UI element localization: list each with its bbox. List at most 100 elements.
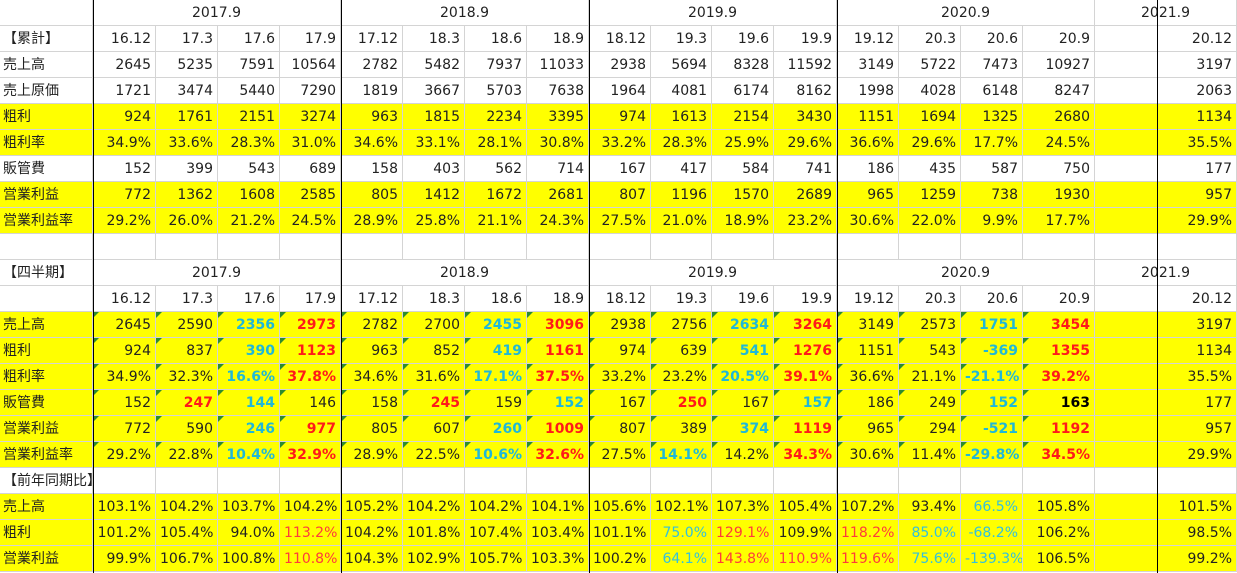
period-header[interactable]: 17.3 bbox=[156, 26, 218, 52]
table-cell[interactable]: 107.3% bbox=[712, 494, 774, 520]
table-cell[interactable]: 247 bbox=[156, 390, 218, 416]
period-header[interactable]: 20.9 bbox=[1023, 286, 1095, 312]
period-header[interactable]: 20.6 bbox=[961, 286, 1023, 312]
table-cell[interactable]: 101.5% bbox=[1095, 494, 1237, 520]
table-cell[interactable]: 105.4% bbox=[774, 494, 837, 520]
table-cell[interactable]: 104.2% bbox=[156, 494, 218, 520]
year-header[interactable]: 2019.9 bbox=[589, 260, 837, 286]
blank-cell[interactable] bbox=[837, 468, 899, 494]
table-cell[interactable]: 103.3% bbox=[527, 546, 589, 572]
table-cell[interactable]: 2590 bbox=[156, 312, 218, 338]
table-cell[interactable]: 714 bbox=[527, 156, 589, 182]
table-cell[interactable]: -21.1% bbox=[961, 364, 1023, 390]
table-cell[interactable]: 10.4% bbox=[218, 442, 280, 468]
table-cell[interactable]: 16.6% bbox=[218, 364, 280, 390]
blank-cell[interactable] bbox=[774, 234, 837, 260]
row-label[interactable]: 営業利益 bbox=[0, 416, 93, 442]
table-cell[interactable]: 403 bbox=[403, 156, 465, 182]
table-cell[interactable]: 639 bbox=[651, 338, 712, 364]
table-cell[interactable]: 105.2% bbox=[341, 494, 403, 520]
table-cell[interactable]: 146 bbox=[280, 390, 341, 416]
table-cell[interactable]: 29.9% bbox=[1095, 208, 1237, 234]
table-cell[interactable]: -369 bbox=[961, 338, 1023, 364]
table-cell[interactable]: 1161 bbox=[527, 338, 589, 364]
blank-cell[interactable] bbox=[93, 468, 156, 494]
period-header[interactable]: 19.12 bbox=[837, 26, 899, 52]
table-cell[interactable]: 2782 bbox=[341, 312, 403, 338]
table-cell[interactable]: 106.5% bbox=[1023, 546, 1095, 572]
table-cell[interactable]: 772 bbox=[93, 182, 156, 208]
table-cell[interactable]: 143.8% bbox=[712, 546, 774, 572]
table-cell[interactable]: 1123 bbox=[280, 338, 341, 364]
table-cell[interactable]: 965 bbox=[837, 416, 899, 442]
table-cell[interactable]: 167 bbox=[589, 390, 651, 416]
year-header[interactable]: 2020.9 bbox=[837, 0, 1095, 26]
table-cell[interactable]: 33.6% bbox=[156, 130, 218, 156]
table-cell[interactable]: 2681 bbox=[527, 182, 589, 208]
table-cell[interactable]: 109.9% bbox=[774, 520, 837, 546]
row-label[interactable]: 売上高 bbox=[0, 52, 93, 78]
table-cell[interactable]: 23.2% bbox=[651, 364, 712, 390]
table-cell[interactable]: 37.8% bbox=[280, 364, 341, 390]
table-cell[interactable]: 2973 bbox=[280, 312, 341, 338]
table-cell[interactable]: 389 bbox=[651, 416, 712, 442]
table-cell[interactable]: 5722 bbox=[899, 52, 961, 78]
blank-cell[interactable] bbox=[837, 234, 899, 260]
table-cell[interactable]: 4028 bbox=[899, 78, 961, 104]
row-label[interactable]: 粗利 bbox=[0, 104, 93, 130]
table-cell[interactable]: 28.3% bbox=[651, 130, 712, 156]
table-cell[interactable]: 2645 bbox=[93, 52, 156, 78]
table-cell[interactable]: 177 bbox=[1095, 156, 1237, 182]
table-cell[interactable]: 1325 bbox=[961, 104, 1023, 130]
table-cell[interactable]: 25.9% bbox=[712, 130, 774, 156]
table-cell[interactable]: 99.9% bbox=[93, 546, 156, 572]
table-cell[interactable]: 106.7% bbox=[156, 546, 218, 572]
year-header[interactable]: 2018.9 bbox=[341, 0, 589, 26]
table-cell[interactable]: 33.1% bbox=[403, 130, 465, 156]
table-cell[interactable]: 105.6% bbox=[589, 494, 651, 520]
blank-cell[interactable] bbox=[218, 468, 280, 494]
row-label[interactable]: 粗利率 bbox=[0, 130, 93, 156]
table-cell[interactable]: 974 bbox=[589, 338, 651, 364]
table-cell[interactable]: 110.9% bbox=[774, 546, 837, 572]
year-header[interactable]: 2020.9 bbox=[837, 260, 1095, 286]
row-label[interactable]: 営業利益 bbox=[0, 546, 93, 572]
table-cell[interactable]: 957 bbox=[1095, 416, 1237, 442]
table-cell[interactable]: 163 bbox=[1023, 390, 1095, 416]
table-cell[interactable]: 3264 bbox=[774, 312, 837, 338]
period-header[interactable]: 20.3 bbox=[899, 286, 961, 312]
blank-cell[interactable] bbox=[218, 234, 280, 260]
table-cell[interactable]: 957 bbox=[1095, 182, 1237, 208]
table-cell[interactable]: 6148 bbox=[961, 78, 1023, 104]
table-cell[interactable]: 584 bbox=[712, 156, 774, 182]
period-header[interactable]: 17.9 bbox=[280, 286, 341, 312]
table-cell[interactable]: 102.9% bbox=[403, 546, 465, 572]
table-cell[interactable]: 3474 bbox=[156, 78, 218, 104]
table-cell[interactable]: 2634 bbox=[712, 312, 774, 338]
table-cell[interactable]: 1608 bbox=[218, 182, 280, 208]
table-cell[interactable]: 18.9% bbox=[712, 208, 774, 234]
table-cell[interactable]: 30.6% bbox=[837, 442, 899, 468]
table-cell[interactable]: 1412 bbox=[403, 182, 465, 208]
blank-cell[interactable] bbox=[156, 234, 218, 260]
table-cell[interactable]: 3667 bbox=[403, 78, 465, 104]
table-cell[interactable]: 1259 bbox=[899, 182, 961, 208]
table-cell[interactable]: 104.2% bbox=[403, 494, 465, 520]
table-cell[interactable]: 8247 bbox=[1023, 78, 1095, 104]
table-cell[interactable]: 1672 bbox=[465, 182, 527, 208]
table-cell[interactable]: 64.1% bbox=[651, 546, 712, 572]
table-cell[interactable]: 186 bbox=[837, 156, 899, 182]
table-cell[interactable]: 245 bbox=[403, 390, 465, 416]
blank-cell[interactable] bbox=[156, 468, 218, 494]
table-cell[interactable]: 75.0% bbox=[651, 520, 712, 546]
table-cell[interactable]: 260 bbox=[465, 416, 527, 442]
period-header[interactable]: 18.6 bbox=[465, 26, 527, 52]
table-cell[interactable]: 5703 bbox=[465, 78, 527, 104]
table-cell[interactable]: 10927 bbox=[1023, 52, 1095, 78]
table-cell[interactable]: 34.9% bbox=[93, 130, 156, 156]
table-cell[interactable]: 152 bbox=[527, 390, 589, 416]
table-cell[interactable]: 32.6% bbox=[527, 442, 589, 468]
table-cell[interactable]: 3197 bbox=[1095, 52, 1237, 78]
table-cell[interactable]: 21.2% bbox=[218, 208, 280, 234]
table-cell[interactable]: 2689 bbox=[774, 182, 837, 208]
